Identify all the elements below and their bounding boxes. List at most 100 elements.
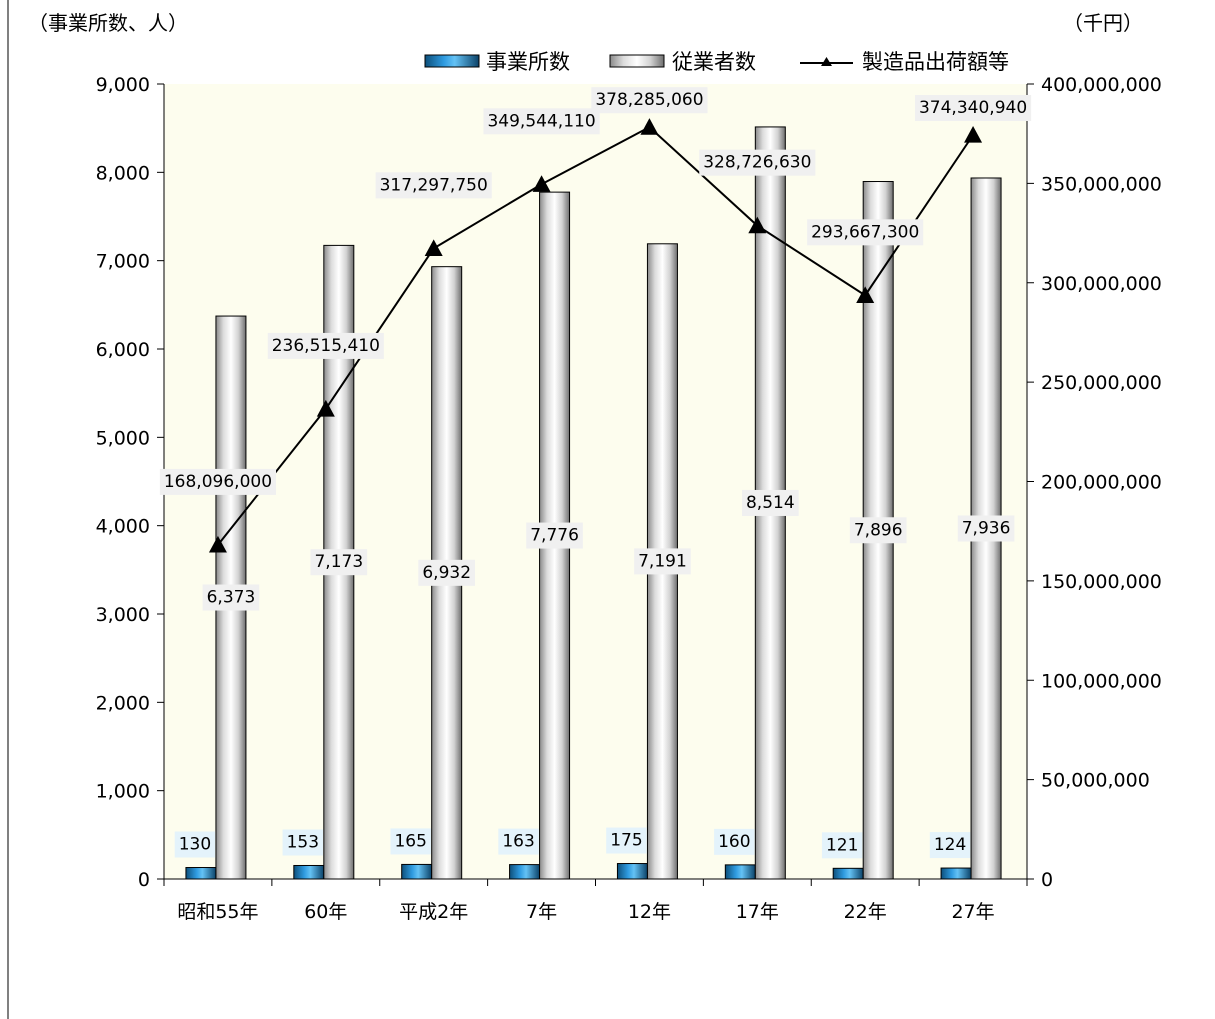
data-label-employees-bg — [418, 559, 476, 586]
data-label-establishments: 163 — [498, 828, 539, 855]
bar-establishments — [185, 867, 217, 880]
data-label-shipments: 328,726,630 — [699, 149, 816, 176]
right-axis-unit-label: （千円） — [1063, 11, 1143, 35]
data-label-shipments-bg — [375, 172, 492, 199]
data-label-shipments: 378,285,060 — [591, 87, 708, 114]
x-tick-label: 平成2年 — [399, 901, 468, 923]
bar-establishments — [401, 863, 433, 880]
data-label-shipments-bg — [914, 94, 1032, 121]
data-label-employees: 6,373 — [202, 584, 260, 611]
data-label-employees: 7,191 — [634, 548, 691, 575]
data-label-establishments: 153 — [282, 829, 324, 856]
legend: 事業所数 従業者数 製造品出荷額等 — [424, 50, 1009, 74]
data-label-establishments-bg — [390, 828, 431, 855]
data-label-establishments: 130 — [174, 831, 216, 858]
marker-shipments — [748, 216, 767, 234]
left-tick-label: 8,000 — [96, 162, 150, 184]
data-label-employees-text: 7,173 — [314, 552, 363, 572]
bar-establishments — [293, 864, 325, 880]
data-label-employees-text: 7,191 — [638, 551, 687, 571]
left-tick-label: 5,000 — [96, 427, 150, 449]
data-labels: 130 153 165 163 175 160 121 124 6,373 7,173 6,932 7… — [159, 87, 1032, 859]
data-label-shipments-text: 317,297,750 — [380, 175, 488, 195]
bar-establishments — [940, 867, 972, 880]
data-label-employees-text: 7,936 — [962, 518, 1011, 538]
data-label-establishments-text: 124 — [934, 835, 966, 855]
right-tick-label: 350,000,000 — [1041, 173, 1162, 195]
data-label-establishments-bg — [929, 832, 971, 859]
data-label-shipments: 236,515,410 — [267, 332, 384, 359]
data-label-shipments: 168,096,000 — [159, 468, 277, 495]
data-label-establishments-text: 163 — [502, 832, 534, 852]
data-label-establishments-text: 160 — [718, 832, 750, 852]
right-tick-label: 0 — [1041, 869, 1053, 891]
x-tick-label: 7年 — [526, 901, 557, 923]
data-label-shipments-text: 374,340,940 — [919, 98, 1027, 118]
left-tick-label: 7,000 — [96, 251, 150, 273]
data-label-establishments-bg — [821, 832, 863, 859]
bar-establishments — [724, 864, 756, 880]
data-label-employees-bg — [202, 584, 260, 611]
left-tick-label: 1,000 — [96, 781, 150, 803]
x-axis-ticks: 昭和55年 60年 平成2年 7年 12年 17年 22年 27年 — [163, 879, 1028, 923]
data-label-establishments-text: 165 — [394, 831, 426, 851]
left-tick-label: 4,000 — [96, 516, 150, 538]
right-tick-label: 300,000,000 — [1041, 273, 1162, 295]
data-label-shipments: 317,297,750 — [375, 172, 492, 199]
x-tick-label: 17年 — [736, 901, 779, 923]
right-tick-label: 150,000,000 — [1041, 571, 1162, 593]
line-shipments — [217, 125, 974, 546]
data-label-shipments-bg — [159, 468, 277, 495]
marker-shipments — [856, 286, 875, 303]
data-label-shipments: 349,544,110 — [483, 108, 600, 135]
data-label-employees: 8,514 — [741, 489, 799, 516]
data-label-employees-bg — [310, 549, 368, 576]
data-label-shipments-text: 349,544,110 — [487, 111, 595, 131]
data-label-shipments-text: 293,667,300 — [811, 222, 919, 242]
right-tick-label: 50,000,000 — [1041, 770, 1150, 792]
data-label-establishments-bg — [498, 828, 539, 855]
legend-item-shipments: 製造品出荷額等 — [800, 50, 1009, 74]
data-label-establishments-bg — [606, 827, 647, 854]
marker-shipments — [208, 535, 227, 553]
data-label-employees-bg — [634, 548, 691, 575]
x-tick-label: 60年 — [304, 901, 347, 923]
left-tick-label: 3,000 — [96, 604, 150, 626]
data-label-employees-text: 8,514 — [746, 493, 795, 513]
right-tick-label: 100,000,000 — [1041, 670, 1162, 692]
x-tick-label: 22年 — [844, 901, 887, 923]
data-label-establishments-text: 175 — [610, 831, 642, 851]
legend-label-establishments: 事業所数 — [486, 50, 570, 74]
legend-swatch-employees — [609, 54, 665, 68]
data-label-establishments-bg — [174, 831, 216, 858]
data-label-establishments-bg — [282, 829, 324, 856]
x-tick-label: 12年 — [628, 901, 671, 923]
data-label-establishments-text: 121 — [826, 835, 858, 855]
marker-shipments — [532, 175, 551, 192]
plot-area — [164, 84, 1027, 879]
legend-item-employees: 従業者数 — [609, 50, 756, 74]
marker-shipments — [964, 125, 983, 143]
data-label-shipments-bg — [591, 87, 708, 114]
marker-shipments — [316, 399, 335, 417]
x-tick-label: 昭和55年 — [177, 901, 258, 923]
right-tick-label: 250,000,000 — [1041, 372, 1162, 394]
data-label-establishments-bg — [714, 828, 755, 855]
data-label-employees-bg — [849, 517, 907, 544]
data-label-employees-text: 6,373 — [207, 588, 256, 608]
legend-marker-shipments — [821, 57, 832, 66]
right-tick-label: 200,000,000 — [1041, 472, 1162, 494]
left-tick-label: 9,000 — [96, 74, 150, 96]
data-label-shipments-text: 378,285,060 — [595, 90, 703, 110]
data-label-employees-bg — [526, 522, 583, 549]
data-label-shipments: 374,340,940 — [914, 94, 1032, 121]
data-label-establishments: 165 — [390, 828, 431, 855]
data-label-establishments: 121 — [821, 832, 863, 859]
data-label-shipments-bg — [267, 332, 384, 359]
x-tick-label: 27年 — [951, 901, 994, 923]
data-label-employees: 6,932 — [418, 559, 476, 586]
left-axis-ticks: 0 1,000 2,000 3,000 4,000 5,000 6,000 7,000 8,00… — [96, 74, 164, 891]
legend-item-establishments: 事業所数 — [424, 50, 570, 74]
data-label-employees-text: 6,932 — [422, 563, 471, 583]
